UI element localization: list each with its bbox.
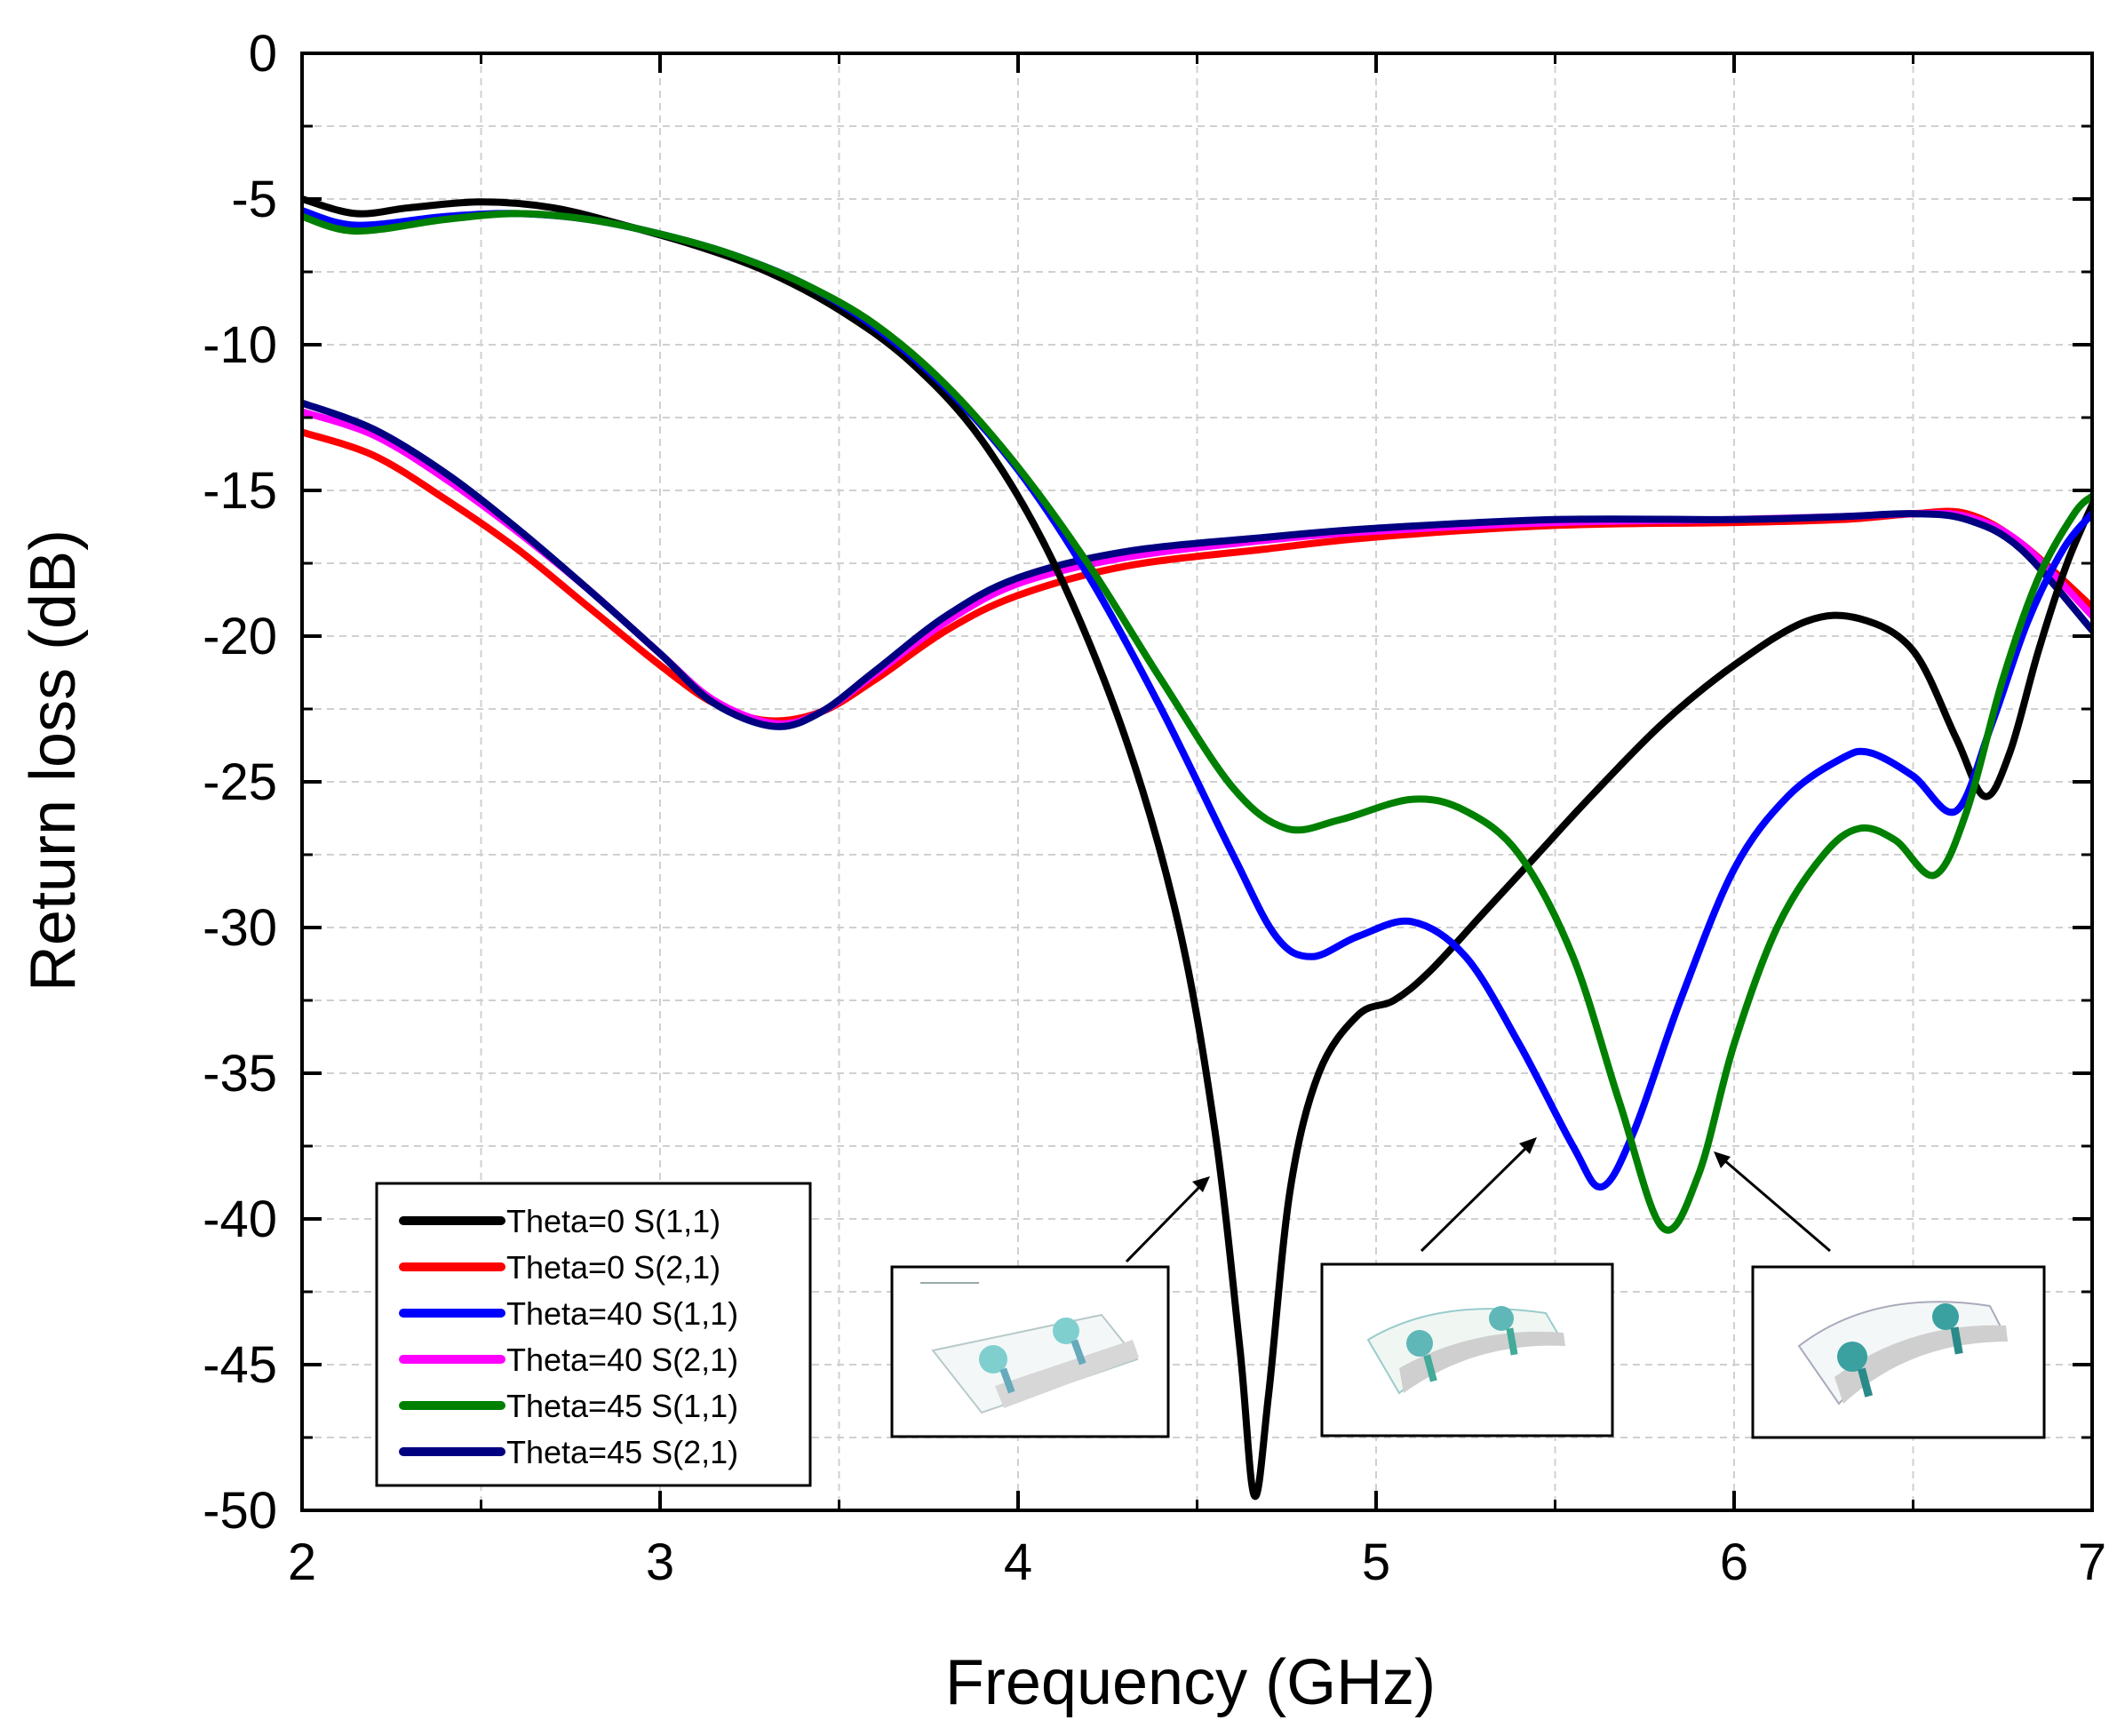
inset-flat-antenna xyxy=(890,1265,1170,1438)
y-tick-label: -40 xyxy=(203,1191,277,1248)
y-tick-label: -50 xyxy=(203,1482,277,1540)
series-line-theta-45-s-2-1 xyxy=(302,399,2092,730)
arrow-1 xyxy=(1125,1178,1208,1263)
legend-label: Theta=0 S(2,1) xyxy=(506,1249,720,1286)
x-tick-label: 2 xyxy=(288,1533,316,1591)
tick-labels: 2 3 4 5 6 7 0 -5 -10 -15 -20 -25 -30 -35 -40 -45 -50 xyxy=(203,25,2106,1591)
arrow-3 xyxy=(1717,1153,1831,1253)
legend: Theta=0 S(1,1) Theta=0 S(2,1) Theta=40 S(1… xyxy=(375,1182,812,1487)
y-tick-label: -15 xyxy=(203,462,277,520)
x-tick-label: 6 xyxy=(1720,1533,1748,1591)
arrow-2 xyxy=(1420,1140,1534,1253)
axis-ticks xyxy=(300,52,2094,1512)
arrow-2-head xyxy=(1519,1137,1537,1154)
series-layer xyxy=(302,195,2092,1501)
y-tick-label: -25 xyxy=(203,753,277,811)
y-tick-label: 0 xyxy=(249,25,277,83)
arrow-3-head xyxy=(1714,1151,1731,1168)
annotation-arrows xyxy=(1125,1137,1831,1263)
inset-bent-antenna-45 xyxy=(1751,1265,2046,1439)
legend-label: Theta=40 S(1,1) xyxy=(506,1295,738,1332)
y-axis-title: Return loss (dB) xyxy=(18,530,89,991)
arrow-1-head xyxy=(1192,1176,1210,1192)
legend-box xyxy=(375,1182,812,1487)
inset-images xyxy=(890,1262,2046,1439)
y-tick-label: -30 xyxy=(203,899,277,957)
x-axis-title: Frequency (GHz) xyxy=(945,1647,1436,1718)
y-tick-label: -45 xyxy=(203,1336,277,1394)
y-tick-label: -20 xyxy=(203,608,277,665)
series-line-theta-45-s-1-1 xyxy=(302,210,2092,1234)
inset-bent-antenna-40 xyxy=(1320,1262,1614,1437)
x-tick-label: 7 xyxy=(2078,1533,2106,1591)
x-tick-label: 5 xyxy=(1362,1533,1390,1591)
x-tick-label: 4 xyxy=(1004,1533,1032,1591)
y-tick-label: -5 xyxy=(231,171,277,228)
legend-label: Theta=40 S(2,1) xyxy=(506,1342,738,1378)
x-tick-label: 3 xyxy=(646,1533,674,1591)
y-tick-label: -35 xyxy=(203,1045,277,1103)
legend-label: Theta=0 S(1,1) xyxy=(506,1203,720,1239)
legend-label: Theta=45 S(1,1) xyxy=(506,1388,738,1424)
legend-label: Theta=45 S(2,1) xyxy=(506,1434,738,1470)
y-tick-label: -10 xyxy=(203,316,277,374)
